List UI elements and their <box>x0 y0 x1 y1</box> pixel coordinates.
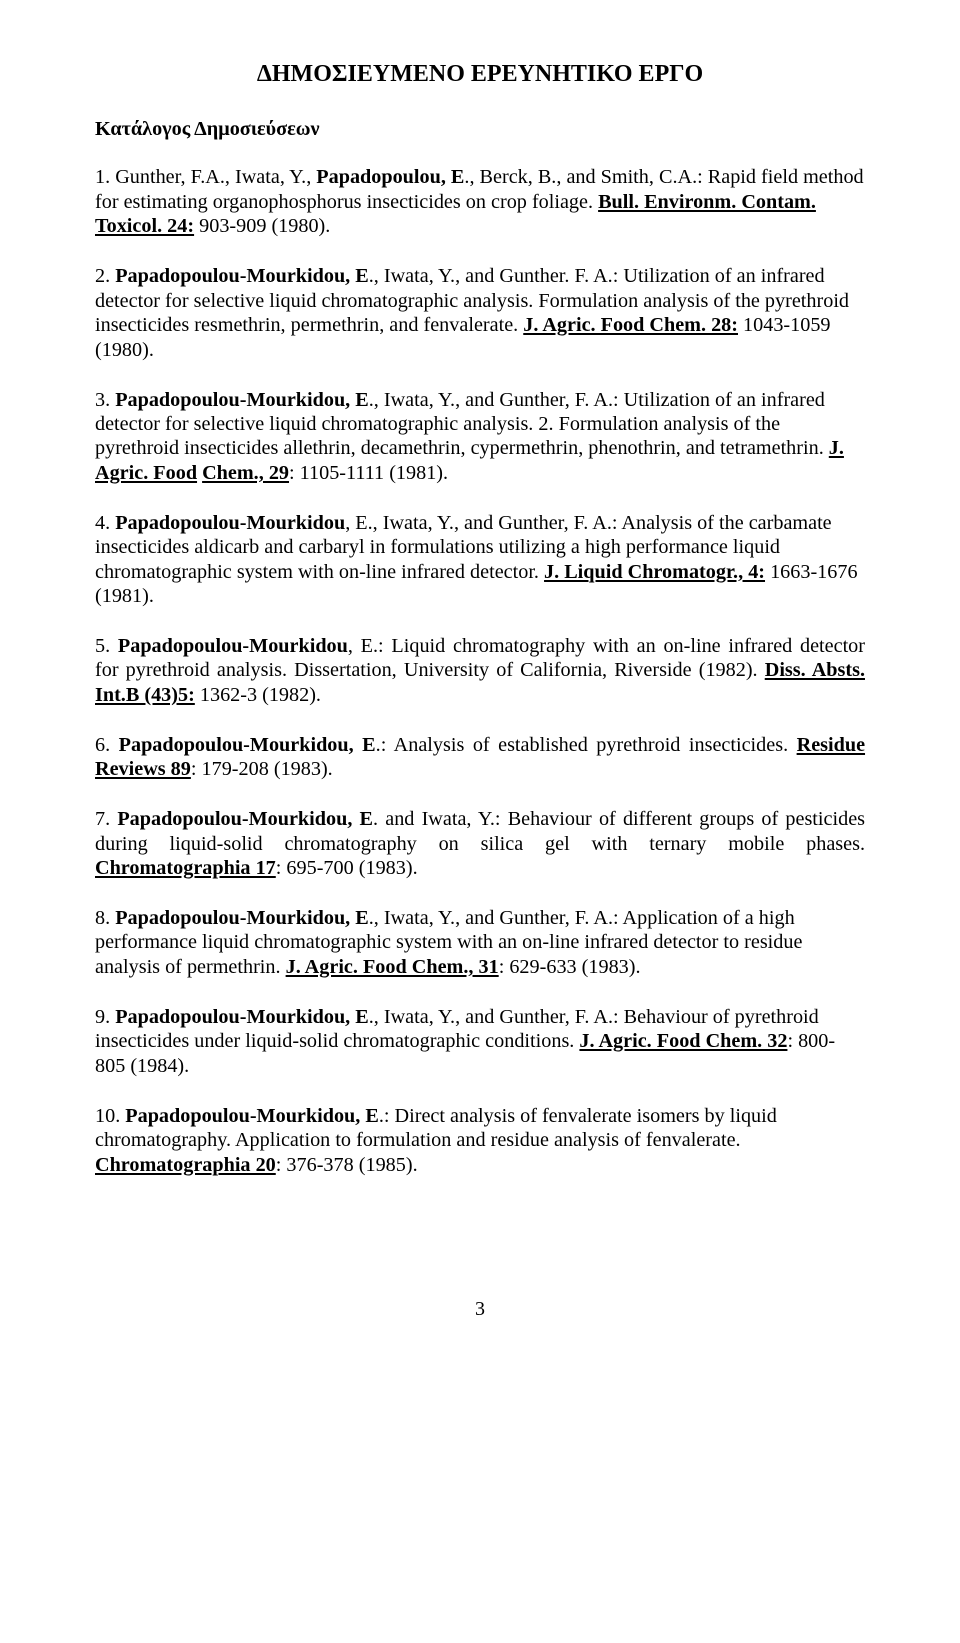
reference-8: 8. Papadopoulou-Mourkidou, E., Iwata, Y.… <box>95 906 865 979</box>
author: Papadopoulou, E <box>316 166 464 188</box>
page-number: 3 <box>95 1297 865 1321</box>
reference-1: 1. Gunther, F.A., Iwata, Y., Papadopoulo… <box>95 165 865 238</box>
text: 1. Gunther, F.A., Iwata, Y., <box>95 166 316 188</box>
text: 1362-3 (1982). <box>195 684 321 706</box>
text: : 695-700 (1983). <box>276 857 418 879</box>
document-page: ΔΗΜΟΣΙΕΥΜΕΝΟ ΕΡΕΥΝΗΤΙΚΟ ΕΡΓΟ Κατάλογος Δ… <box>0 0 960 1371</box>
reference-10: 10. Papadopoulou-Mourkidou, E.: Direct a… <box>95 1104 865 1177</box>
reference-6: 6. Papadopoulou-Mourkidou, E.: Analysis … <box>95 733 865 782</box>
subtitle: Κατάλογος Δημοσιεύσεων <box>95 117 865 141</box>
journal: J. Agric. Food Chem. 32 <box>579 1030 787 1052</box>
text: 4. <box>95 512 115 534</box>
author: Papadopoulou-Mourkidou, E <box>115 265 369 287</box>
journal: Chromatographia 20 <box>95 1154 276 1176</box>
author: Papadopoulou-Mourkidou <box>115 512 345 534</box>
author: Papadopoulou-Mourkidou, E <box>115 389 369 411</box>
text: 903-909 (1980). <box>194 215 330 237</box>
text: : 1105-1111 (1981). <box>289 462 448 484</box>
journal: J. Agric. Food Chem. 28: <box>523 314 738 336</box>
author: Papadopoulou-Mourkidou, E <box>117 808 373 830</box>
author: Papadopoulou-Mourkidou, E <box>119 734 376 756</box>
text: 5. <box>95 635 118 657</box>
text: : 376-378 (1985). <box>276 1154 418 1176</box>
journal: J. Agric. Food Chem., 31 <box>286 956 499 978</box>
reference-9: 9. Papadopoulou-Mourkidou, E., Iwata, Y.… <box>95 1005 865 1078</box>
journal: Chromatographia 17 <box>95 857 276 879</box>
text: : 629-633 (1983). <box>499 956 641 978</box>
author: Papadopoulou-Mourkidou, E <box>125 1105 379 1127</box>
author: Papadopoulou-Mourkidou <box>118 635 348 657</box>
journal: J. Liquid Chromatogr., 4: <box>544 561 765 583</box>
reference-3: 3. Papadopoulou-Mourkidou, E., Iwata, Y.… <box>95 388 865 486</box>
journal: Chem., 29 <box>202 462 289 484</box>
reference-4: 4. Papadopoulou-Mourkidou, E., Iwata, Y.… <box>95 511 865 609</box>
page-title: ΔΗΜΟΣΙΕΥΜΕΝΟ ΕΡΕΥΝΗΤΙΚΟ ΕΡΓΟ <box>95 60 865 89</box>
reference-5: 5. Papadopoulou-Mourkidou, E.: Liquid ch… <box>95 634 865 707</box>
text: : 179-208 (1983). <box>191 758 333 780</box>
text: 7. <box>95 808 117 830</box>
text: 6. <box>95 734 119 756</box>
author: Papadopoulou-Mourkidou, E <box>115 1006 369 1028</box>
text: 10. <box>95 1105 125 1127</box>
text: 8. <box>95 907 115 929</box>
reference-2: 2. Papadopoulou-Mourkidou, E., Iwata, Y.… <box>95 264 865 362</box>
text: 9. <box>95 1006 115 1028</box>
text: 3. <box>95 389 115 411</box>
text: .: Analysis of established pyrethroid in… <box>376 734 797 756</box>
author: Papadopoulou-Mourkidou, E <box>115 907 369 929</box>
text: 2. <box>95 265 115 287</box>
reference-7: 7. Papadopoulou-Mourkidou, E. and Iwata,… <box>95 807 865 880</box>
